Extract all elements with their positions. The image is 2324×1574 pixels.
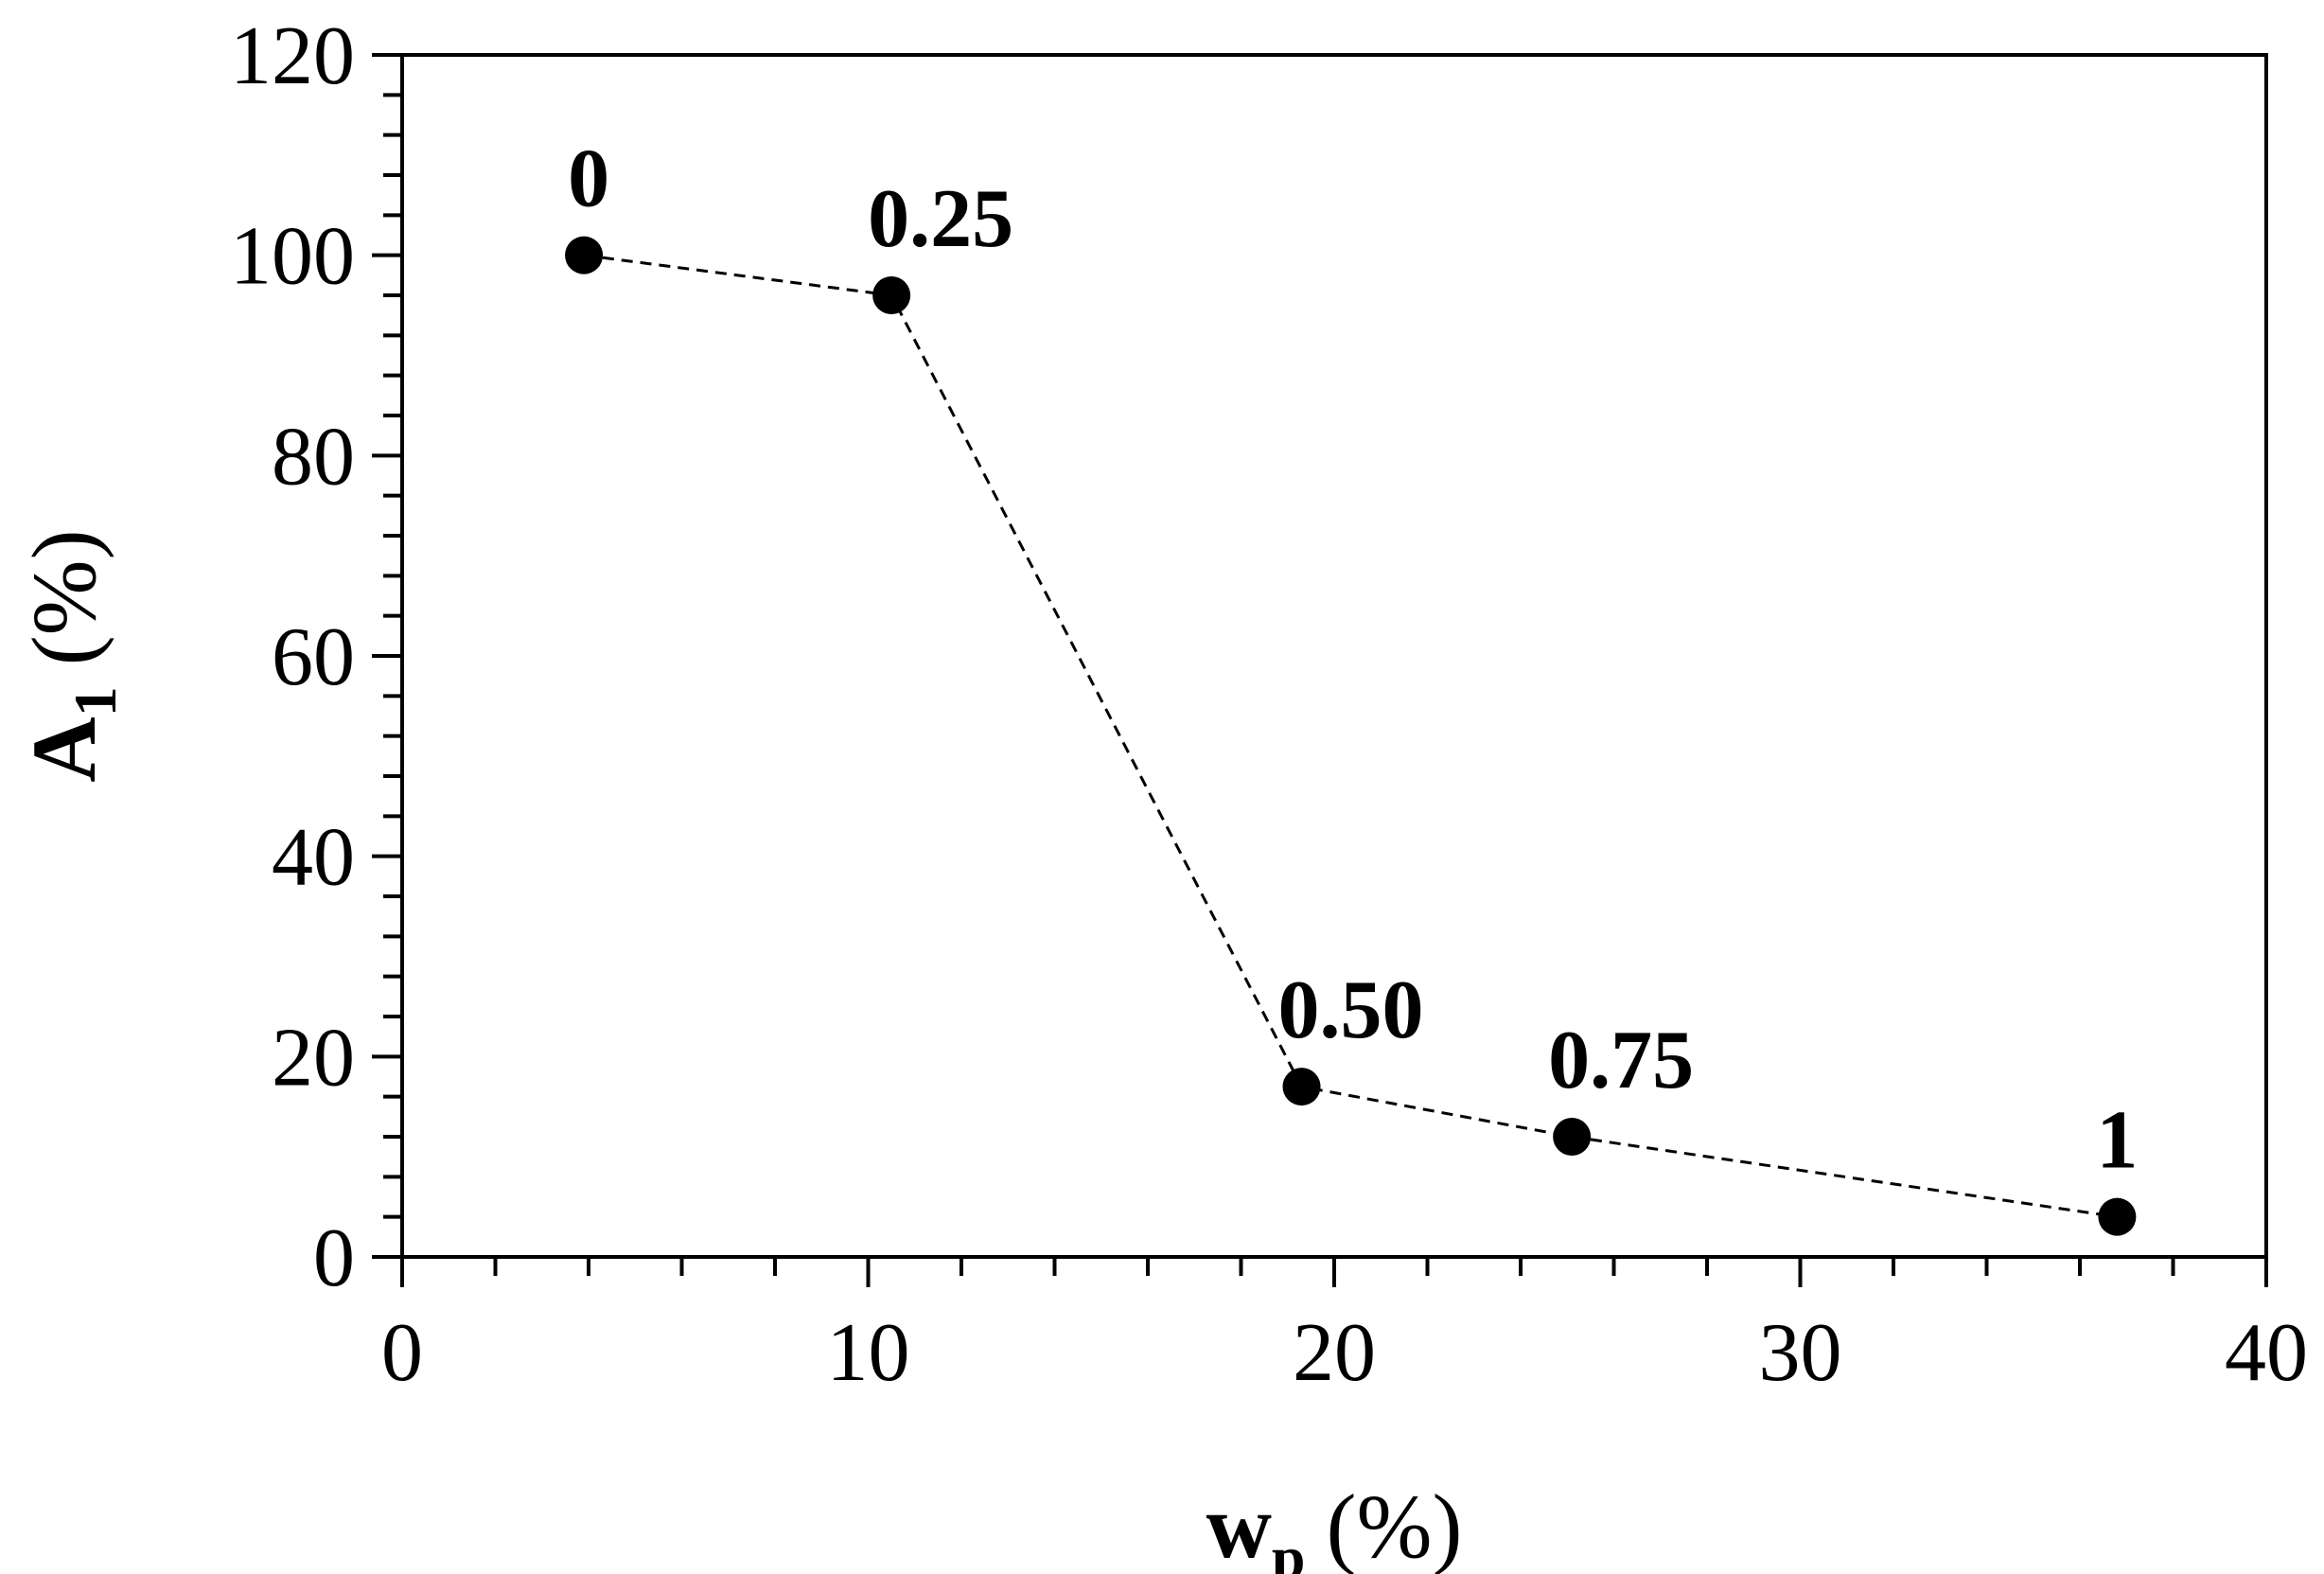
data-point [872, 276, 911, 314]
x-tick-label: 0 [381, 1307, 423, 1399]
data-point [1282, 1068, 1321, 1106]
data-point-label: 0.50 [1278, 964, 1424, 1056]
markers [565, 236, 2137, 1236]
y-tick-label: 60 [272, 611, 355, 703]
y-axis-title: A1 (%) [13, 529, 129, 782]
x-tick-label: 40 [2225, 1307, 2308, 1399]
data-point-label: 0.25 [868, 173, 1013, 265]
plot-frame [400, 53, 2268, 1259]
y-tick-label: 20 [272, 1012, 355, 1104]
data-point [1553, 1118, 1592, 1156]
y-tick-label: 100 [230, 211, 355, 303]
x-axis-title-unit: (%) [1327, 1476, 1463, 1574]
x-axis-title-main: w [1206, 1476, 1272, 1574]
ticks [372, 53, 2268, 1287]
data-point-label: 0 [568, 133, 609, 225]
y-axis-title-unit: (%) [13, 529, 114, 665]
point-labels: 0 0.25 0.50 0.75 1 [568, 133, 2138, 1187]
y-axis-title-sub: 1 [62, 686, 129, 716]
y-tick-label: 40 [272, 812, 355, 904]
x-axis-title: wp (%) [1206, 1476, 1463, 1574]
x-tick-label: 20 [1293, 1307, 1376, 1399]
x-tick-label: 30 [1759, 1307, 1842, 1399]
x-tick-label: 10 [827, 1307, 910, 1399]
data-point [565, 236, 604, 274]
y-tick-label: 0 [313, 1212, 355, 1304]
x-axis-title-sub: p [1272, 1524, 1306, 1574]
y-tick-label: 80 [272, 411, 355, 503]
data-point [2098, 1197, 2137, 1236]
y-tick-label: 120 [230, 10, 355, 102]
y-axis-title-main: A [13, 716, 114, 782]
series-line [583, 254, 2118, 1219]
data-point-label: 1 [2096, 1095, 2138, 1187]
data-point-label: 0.75 [1548, 1015, 1694, 1106]
